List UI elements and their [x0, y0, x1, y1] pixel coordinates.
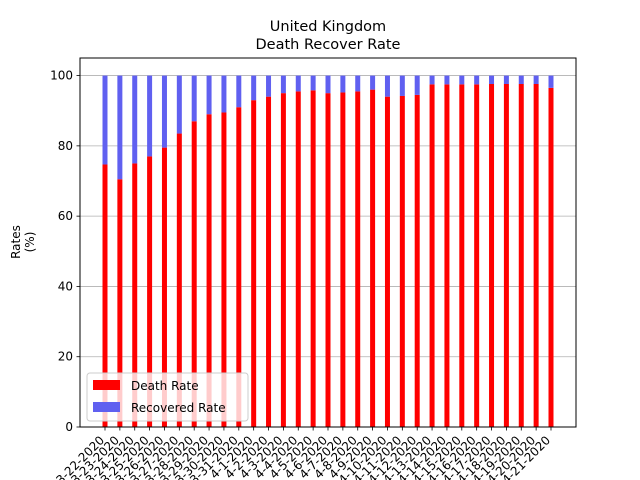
chart-title: United Kingdom — [270, 19, 386, 35]
bar-recovered-rate — [444, 75, 450, 85]
bar-death-rate — [132, 163, 138, 427]
bar-recovered-rate — [266, 75, 272, 97]
bar-death-rate — [161, 147, 167, 427]
legend-swatch-recovered-rate — [93, 402, 120, 412]
bar-recovered-rate — [147, 75, 153, 157]
bar-death-rate — [266, 96, 272, 428]
bar-death-rate — [548, 87, 554, 427]
bar-death-rate — [147, 156, 153, 427]
bar-death-rate — [429, 84, 435, 427]
y-tick-label: 80 — [58, 139, 73, 153]
bar-recovered-rate — [518, 75, 524, 85]
x-axis-ticks: 3-22-20203-23-20203-24-20203-25-20203-26… — [53, 427, 553, 480]
bar-death-rate — [384, 96, 390, 428]
bar-death-rate — [518, 84, 524, 428]
bar-death-rate — [176, 133, 182, 428]
bar-death-rate — [221, 112, 227, 427]
bar-death-rate — [444, 84, 450, 427]
y-tick-label: 0 — [65, 420, 73, 434]
bar-recovered-rate — [176, 75, 182, 134]
bar-recovered-rate — [280, 75, 286, 94]
bar-recovered-rate — [429, 75, 435, 85]
bar-death-rate — [355, 91, 361, 427]
bar-recovered-rate — [384, 75, 390, 97]
bar-recovered-rate — [414, 75, 420, 95]
legend: Death Rate Recovered Rate — [86, 372, 249, 422]
bar-recovered-rate — [102, 75, 108, 165]
y-axis-label-line1: Rates — [9, 225, 23, 259]
y-axis-label-line2: (%) — [23, 232, 37, 253]
bar-death-rate — [459, 84, 465, 427]
bar-recovered-rate — [132, 75, 138, 164]
bar-recovered-rate — [295, 75, 301, 92]
chart-subtitle: Death Recover Rate — [256, 37, 401, 53]
bar-recovered-rate — [191, 75, 197, 122]
bar-death-rate — [489, 84, 495, 428]
bar-recovered-rate — [399, 75, 405, 96]
bar-recovered-rate — [251, 75, 257, 101]
bar-recovered-rate — [206, 75, 212, 115]
y-tick-label: 60 — [58, 209, 73, 223]
legend-label-death-rate: Death Rate — [131, 379, 199, 393]
bars — [102, 75, 554, 428]
bar-recovered-rate — [236, 75, 242, 108]
bar-death-rate — [533, 84, 539, 428]
y-axis-ticks: 0 20 40 60 80 100 — [50, 69, 80, 434]
bar-death-rate — [325, 93, 331, 428]
bar-recovered-rate — [370, 75, 376, 90]
bar-recovered-rate — [489, 75, 495, 85]
bar-recovered-rate — [355, 75, 361, 92]
bar-death-rate — [310, 90, 316, 428]
bar-death-rate — [399, 95, 405, 427]
legend-label-recovered-rate: Recovered Rate — [131, 401, 226, 415]
bar-death-rate — [206, 114, 212, 427]
y-tick-label: 20 — [58, 350, 73, 364]
bar-death-rate — [414, 94, 420, 428]
bar-death-rate — [280, 93, 286, 428]
bar-death-rate — [370, 89, 376, 427]
bar-death-rate — [474, 84, 480, 427]
bar-recovered-rate — [459, 75, 465, 85]
bar-death-rate — [102, 164, 108, 428]
bar-recovered-rate — [474, 75, 480, 85]
bar-death-rate — [503, 84, 509, 428]
y-axis-label: Rates (%) — [9, 225, 37, 259]
bar-recovered-rate — [548, 75, 554, 88]
legend-swatch-death-rate — [93, 380, 120, 390]
bar-death-rate — [340, 92, 346, 427]
bar-recovered-rate — [161, 75, 167, 148]
y-tick-label: 40 — [58, 279, 73, 293]
legend-frame — [86, 372, 249, 422]
bar-recovered-rate — [221, 75, 227, 113]
bar-death-rate — [117, 179, 123, 427]
bar-recovered-rate — [325, 75, 331, 94]
bar-death-rate — [251, 100, 257, 428]
y-tick-label: 100 — [50, 69, 73, 83]
bar-death-rate — [191, 121, 197, 427]
bar-recovered-rate — [340, 75, 346, 93]
bar-death-rate — [236, 107, 242, 427]
bar-recovered-rate — [117, 75, 123, 180]
bar-death-rate — [295, 91, 301, 427]
bar-recovered-rate — [503, 75, 509, 85]
bar-recovered-rate — [310, 75, 316, 91]
bar-recovered-rate — [533, 75, 539, 85]
